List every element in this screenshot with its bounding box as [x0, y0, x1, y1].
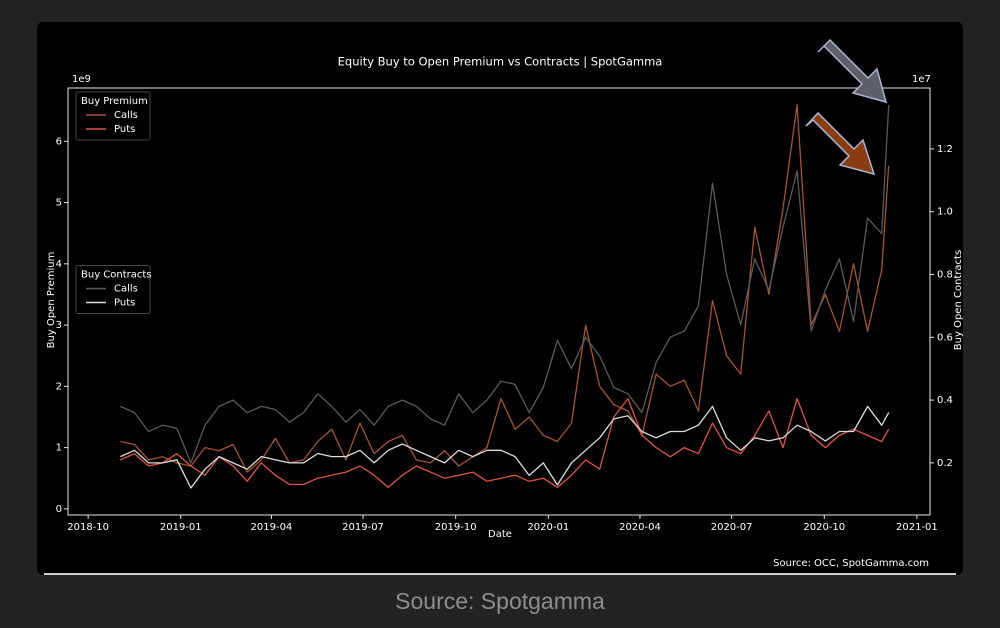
- legend-label: Calls: [114, 110, 138, 121]
- arrow-orange: [805, 111, 876, 176]
- y-tick-label: 4: [56, 259, 62, 270]
- y-tick-label: 5: [56, 198, 62, 209]
- x-tick-label: 2019-10: [435, 522, 477, 533]
- series-line: [120, 104, 890, 464]
- y-tick-label: 1: [56, 443, 62, 454]
- legend-title: Buy Premium: [81, 96, 148, 107]
- y2-offset-label: 1e7: [912, 74, 931, 85]
- x-tick-label: 2019-07: [342, 522, 384, 533]
- chart-title: Equity Buy to Open Premium vs Contracts …: [338, 55, 663, 69]
- series-line: [120, 405, 890, 489]
- chart-panel: [37, 22, 963, 575]
- y2-axis-label: Buy Open Contracts: [953, 250, 964, 350]
- y2-tick-label: 1.0: [937, 207, 953, 218]
- source-note: Source: OCC, SpotGamma.com: [773, 558, 929, 569]
- series-line: [120, 103, 890, 473]
- legend-label: Puts: [114, 124, 135, 135]
- x-tick-label: 2020-10: [803, 522, 845, 533]
- legend-label: Calls: [114, 284, 138, 295]
- plot-frame: [67, 87, 931, 516]
- y2-tick-label: 0.2: [937, 458, 953, 469]
- x-tick-label: 2019-04: [251, 522, 293, 533]
- y-tick-label: 3: [56, 320, 62, 331]
- y-tick-label: 6: [56, 136, 62, 147]
- y2-tick-label: 0.8: [937, 269, 953, 280]
- legend-box: [75, 91, 151, 141]
- x-axis-label: Date: [488, 529, 512, 540]
- y2-tick-label: 1.2: [937, 144, 953, 155]
- y-axis-label: Buy Open Premium: [46, 252, 57, 349]
- series-line: [120, 397, 890, 489]
- x-tick-label: 2020-07: [711, 522, 753, 533]
- legend-title: Buy Contracts: [81, 270, 152, 281]
- x-tick-label: 2020-01: [527, 522, 569, 533]
- x-tick-label: 2020-04: [619, 522, 661, 533]
- y-offset-label: 1e9: [72, 74, 91, 85]
- x-tick-label: 2018-10: [67, 522, 109, 533]
- legend-label: Puts: [114, 298, 135, 309]
- y2-tick-label: 0.4: [937, 395, 953, 406]
- arrow-grey: [817, 38, 888, 104]
- caption: Source: Spotgamma: [395, 588, 605, 614]
- x-tick-label: 2019-01: [160, 522, 202, 533]
- y-tick-label: 0: [56, 504, 62, 515]
- y-tick-label: 2: [56, 381, 62, 392]
- x-tick-label: 2021-01: [896, 522, 938, 533]
- y2-tick-label: 0.6: [937, 332, 953, 343]
- legend-box: [75, 265, 151, 314]
